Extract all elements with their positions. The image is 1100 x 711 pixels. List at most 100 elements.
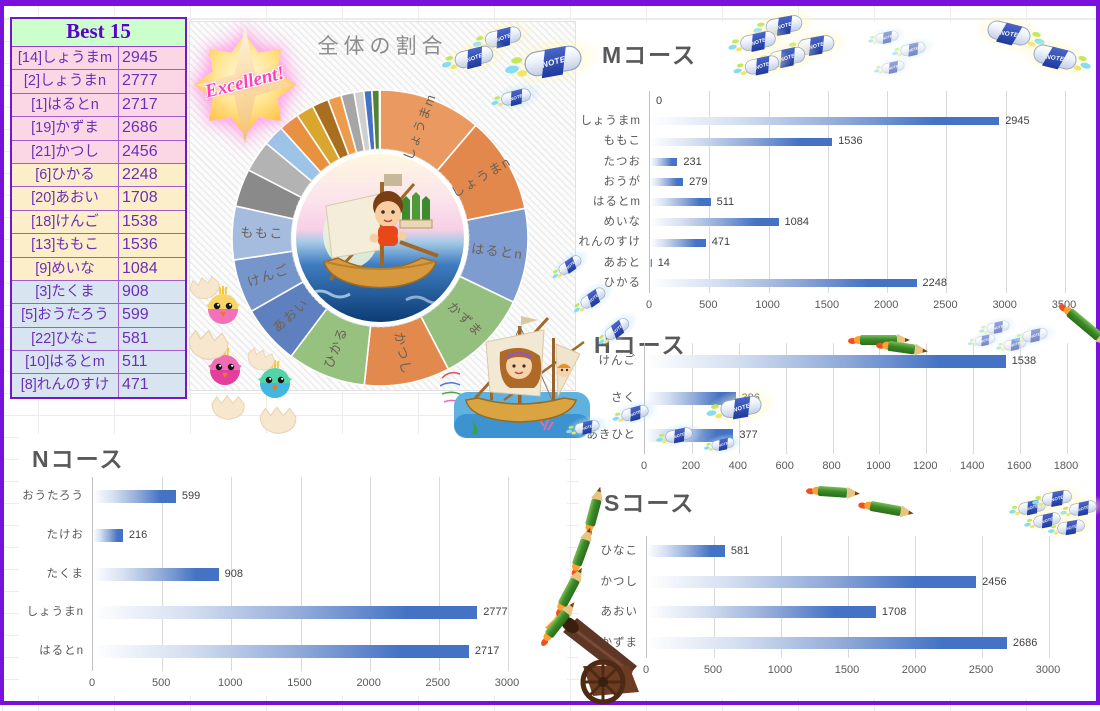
value-label: 0 — [656, 95, 663, 107]
leaderboard-row[interactable]: [10]はるとm 511 — [12, 351, 185, 375]
player-score[interactable]: 1084 — [119, 257, 185, 280]
leaderboard-row[interactable]: [5]おうたろう 599 — [12, 304, 185, 328]
category-label: あおい — [600, 606, 638, 618]
x-tick-label: 500 — [152, 677, 171, 689]
player-score[interactable]: 1538 — [119, 210, 185, 234]
leaderboard-row[interactable]: [20]あおい 1708 — [12, 187, 185, 211]
value-label: 599 — [181, 490, 201, 502]
x-tick-label: 3000 — [992, 299, 1017, 311]
gridline — [438, 477, 440, 671]
player-score[interactable]: 2686 — [119, 117, 185, 140]
gridline — [848, 536, 849, 658]
gridline — [714, 536, 715, 658]
leaderboard-row[interactable]: [22]ひなこ 581 — [12, 327, 185, 352]
player-name[interactable]: [19]かずま — [12, 117, 119, 140]
gridline — [300, 477, 302, 671]
gridline — [1049, 536, 1050, 658]
bar — [93, 528, 123, 542]
category-label: けんご — [598, 355, 636, 367]
player-name[interactable]: [14]しょうまm — [12, 47, 119, 70]
bar — [93, 567, 219, 581]
player-score[interactable]: 908 — [119, 280, 185, 304]
bar-chart-N[interactable]: Nコース おうたろう 599 たけお 216 たくま 908 しょうまn 2777 はるとn 271… — [19, 434, 567, 696]
player-score[interactable]: 471 — [119, 374, 185, 397]
bar — [650, 157, 678, 166]
gridline — [926, 343, 928, 454]
player-score[interactable]: 1536 — [119, 234, 185, 257]
player-score[interactable]: 2456 — [119, 140, 185, 163]
leaderboard-row[interactable]: [14]しょうまm 2945 — [12, 47, 185, 71]
leaderboard-row[interactable]: [13]ももこ 1536 — [12, 234, 185, 258]
leaderboard-row[interactable]: [18]けんご 1538 — [12, 210, 185, 235]
gridline — [369, 477, 371, 671]
gridline — [1067, 343, 1068, 454]
player-name[interactable]: [8]れんのすけ — [12, 374, 119, 397]
player-score[interactable]: 1708 — [119, 187, 185, 210]
bar — [93, 606, 478, 620]
pie-segment-label: ももこ — [240, 225, 284, 241]
category-label: しょうまm — [580, 115, 641, 128]
category-label: たくま — [46, 567, 84, 580]
player-name[interactable]: [1]はるとn — [12, 93, 119, 117]
gridline — [508, 477, 509, 671]
value-label: 14 — [657, 256, 670, 269]
category-label: しょうまn — [26, 606, 84, 619]
x-tick-label: 2000 — [873, 299, 899, 311]
player-name[interactable]: [6]ひかる — [12, 163, 119, 187]
player-score[interactable]: 2248 — [119, 163, 185, 187]
x-tick-label: 2000 — [901, 664, 927, 676]
value-label: 908 — [224, 567, 243, 580]
plot-area: 0 しょうまm 2945 ももこ 1536 たつお 231 おうが 279 はるとm 511 めいな 1… — [579, 91, 1066, 293]
player-name[interactable]: [22]ひなこ — [12, 327, 119, 351]
leaderboard-row[interactable]: [19]かずま 2686 — [12, 117, 185, 141]
leaderboard-title: Best 15 — [12, 19, 185, 47]
leaderboard-row[interactable]: [1]はるとn 2717 — [12, 93, 185, 118]
player-name[interactable]: [21]かつし — [12, 140, 119, 163]
category-label: れんのすけ — [578, 236, 641, 249]
player-name[interactable]: [3]たくま — [12, 280, 119, 304]
bar — [647, 606, 876, 619]
bar-chart-S[interactable]: Sコース ひなこ 581 かつし 2456 あおい 1708 かずま 2686 0 500 1000 1… — [579, 472, 1096, 698]
category-label: たつお — [603, 155, 641, 168]
gridline — [973, 343, 975, 454]
gridline — [1065, 91, 1066, 293]
eggshell-icon — [209, 393, 249, 426]
player-name[interactable]: [2]しょうまn — [12, 70, 119, 93]
leaderboard-row[interactable]: [3]たくま 908 — [12, 280, 185, 305]
leaderboard-row[interactable]: [9]めいな 1084 — [12, 257, 185, 281]
player-name[interactable]: [20]あおい — [12, 187, 119, 210]
player-score[interactable]: 2777 — [119, 70, 185, 93]
leaderboard-table[interactable]: Best 15 [14]しょうまm 2945 [2]しょうまn 2777 [1]はるとn 2… — [10, 17, 187, 399]
player-score[interactable]: 511 — [119, 351, 185, 374]
value-label: 581 — [730, 545, 750, 557]
leaderboard-row[interactable]: [8]れんのすけ 471 — [12, 374, 185, 397]
x-tick-label: 200 — [681, 460, 701, 472]
player-name[interactable]: [9]めいな — [12, 257, 119, 280]
value-label: 2248 — [922, 276, 947, 289]
player-score[interactable]: 599 — [119, 304, 185, 327]
plot-area: けんご 1538 さく 386 あきひと 377 — [586, 343, 1068, 454]
bar — [650, 238, 706, 247]
player-score[interactable]: 2945 — [119, 47, 185, 70]
player-score[interactable]: 2717 — [119, 93, 185, 117]
x-tick-label: 3000 — [1035, 664, 1061, 676]
player-name[interactable]: [5]おうたろう — [12, 304, 119, 327]
pie-segment — [378, 89, 381, 151]
player-name[interactable]: [10]はるとm — [12, 351, 119, 374]
x-tick-label: 3000 — [494, 677, 520, 689]
player-name[interactable]: [13]ももこ — [12, 234, 119, 257]
x-tick-label: 600 — [775, 460, 794, 472]
bar — [645, 429, 734, 442]
x-tick-label: 3500 — [1051, 299, 1077, 311]
bar-chart-M[interactable]: Mコース 0 しょうまm 2945 ももこ 1536 たつお 231 おうが 279 はるとm 511… — [576, 22, 1096, 318]
leaderboard-row[interactable]: [21]かつし 2456 — [12, 140, 185, 164]
player-score[interactable]: 581 — [119, 327, 185, 351]
leaderboard-row[interactable]: [6]ひかる 2248 — [12, 163, 185, 188]
bar-chart-H[interactable]: Hコース けんご 1538 さく 386 あきひと 377 0 200 400 600 800 1000… — [576, 318, 1096, 472]
player-name[interactable]: [18]けんご — [12, 210, 119, 234]
bar — [93, 489, 176, 503]
value-label: 471 — [711, 236, 731, 249]
leaderboard-row[interactable]: [2]しょうまn 2777 — [12, 70, 185, 94]
category-label — [575, 91, 641, 111]
